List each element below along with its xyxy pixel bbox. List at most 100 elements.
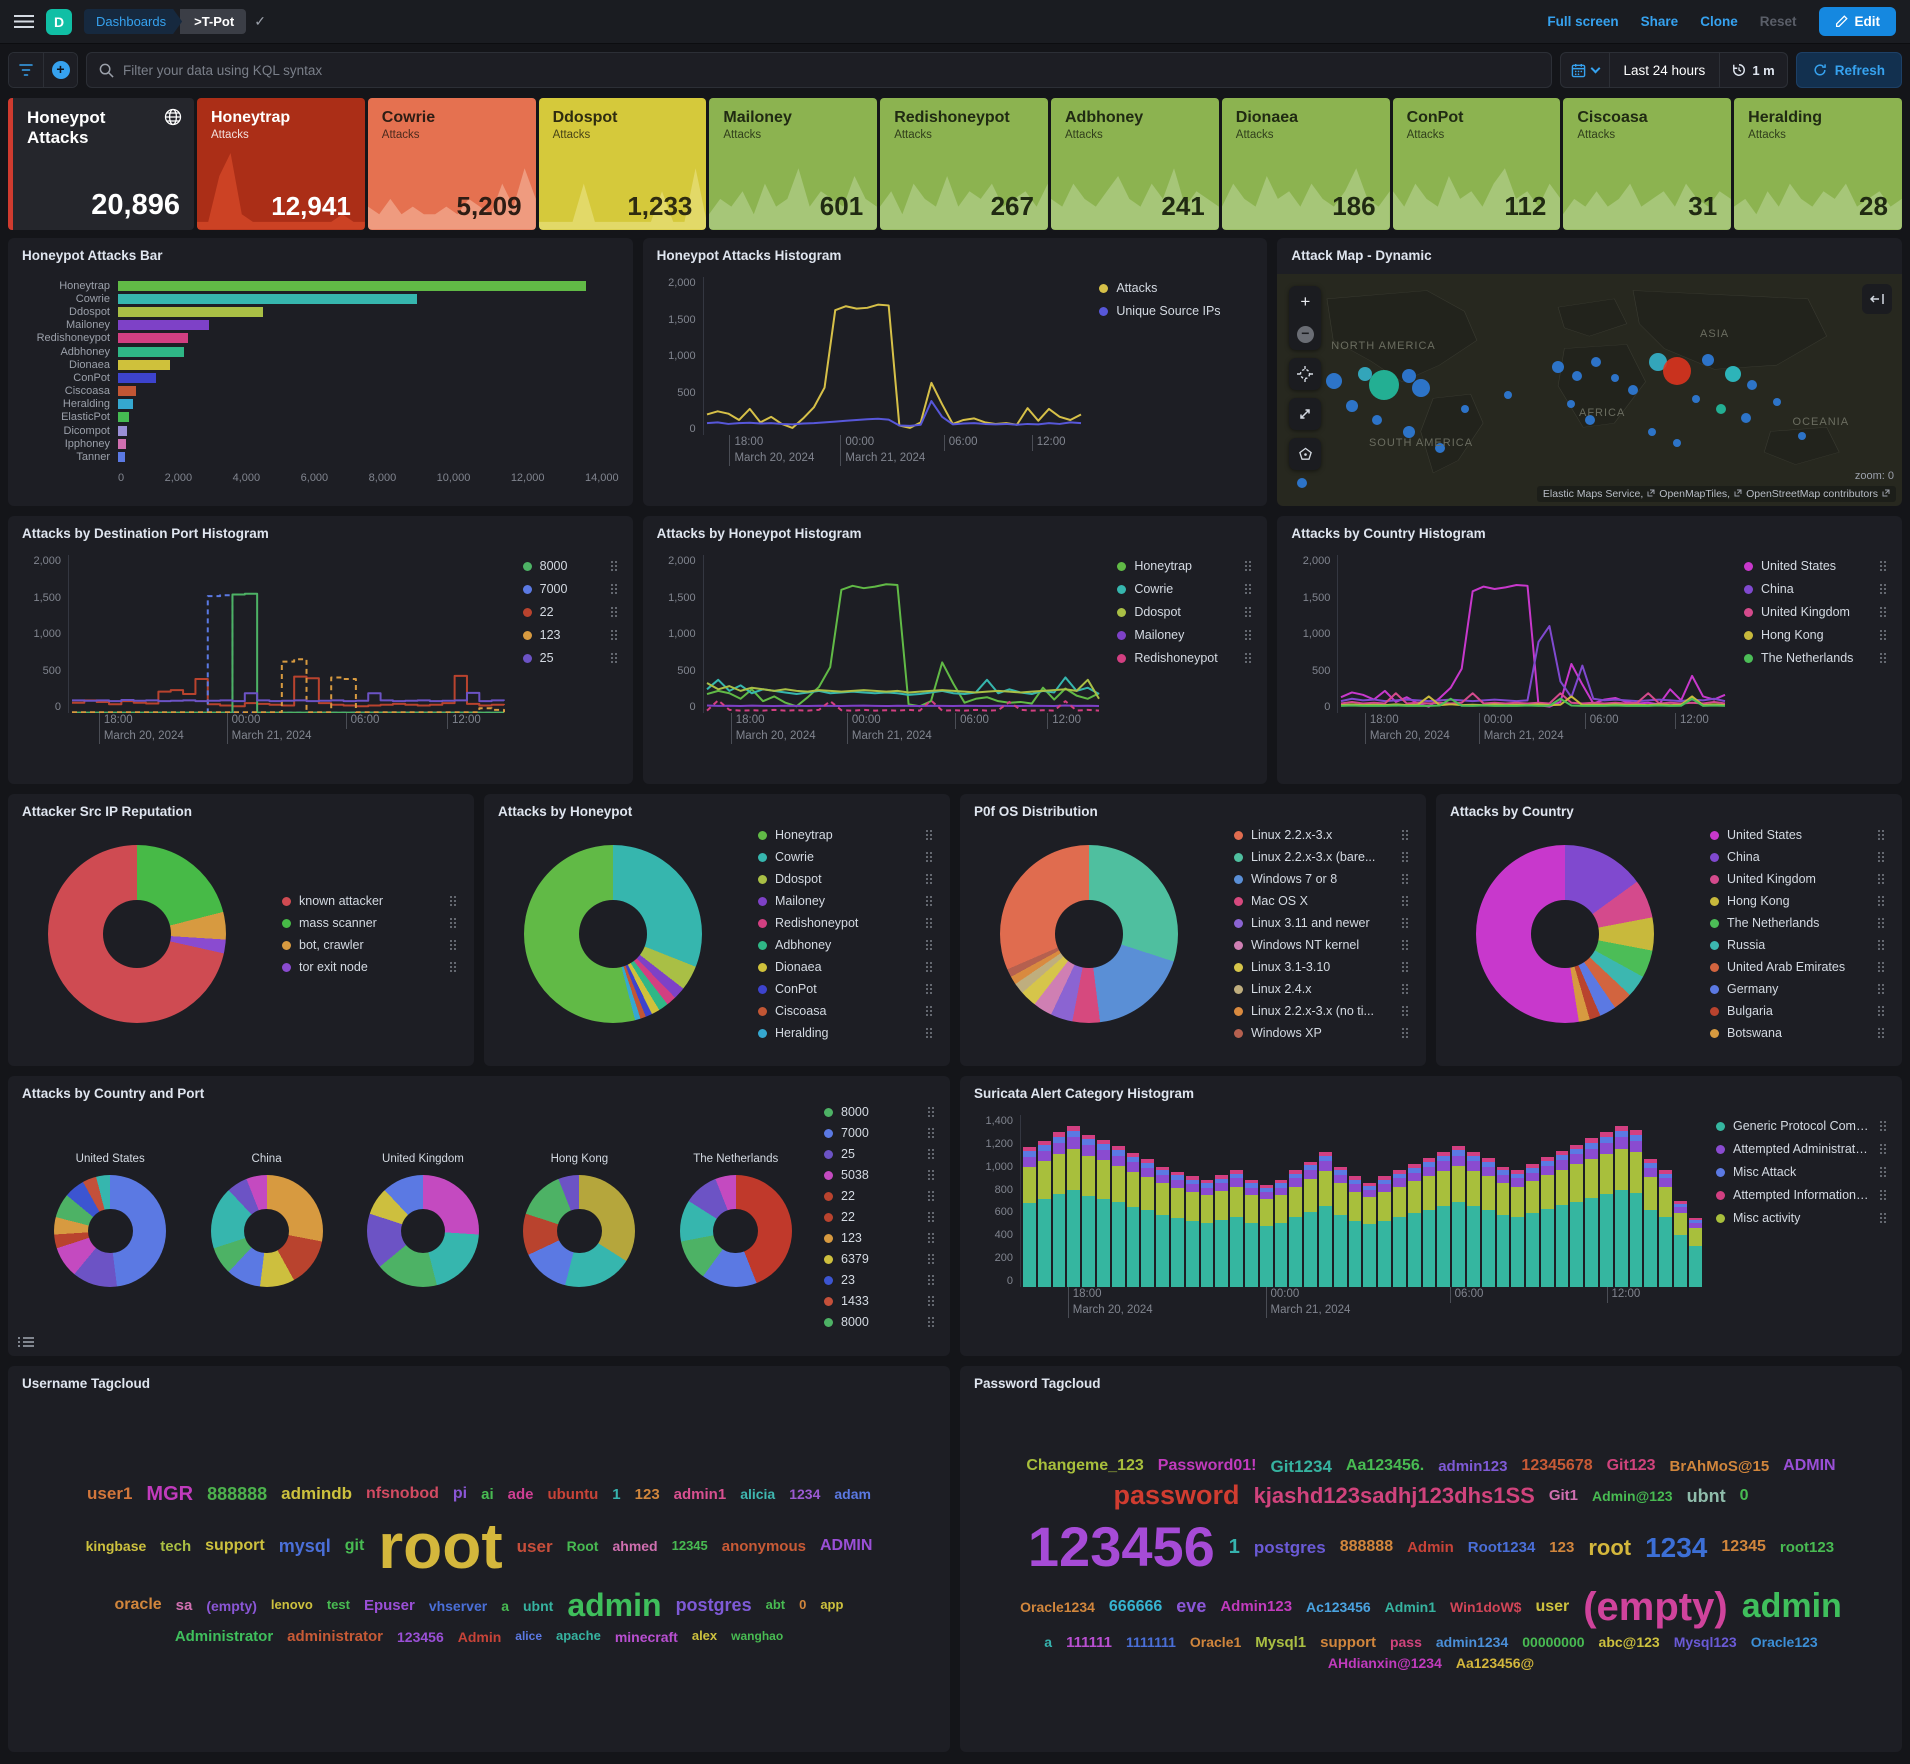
tag-word[interactable]: 666666 xyxy=(1108,1597,1163,1615)
tag-word[interactable]: AHdianxin@1234 xyxy=(1327,1655,1442,1672)
legend-item-23[interactable]: 23 xyxy=(824,1273,936,1287)
tile-ciscoasa[interactable]: Ciscoasa Attacks 31 xyxy=(1563,98,1732,230)
tag-word[interactable]: 12345 xyxy=(1721,1538,1766,1556)
tag-word[interactable]: Root xyxy=(566,1538,599,1555)
legend-item-windows-xp[interactable]: Windows XP xyxy=(1234,1026,1410,1040)
stacked-bar[interactable] xyxy=(1333,1115,1347,1287)
legend-options-icon[interactable] xyxy=(1401,895,1410,908)
legend-options-icon[interactable] xyxy=(927,1232,936,1245)
tile-ddospot[interactable]: Ddospot Attacks 1,233 xyxy=(538,98,707,230)
stacked-bar[interactable] xyxy=(1348,1115,1362,1287)
legend-options-icon[interactable] xyxy=(1401,939,1410,952)
tag-word[interactable]: Admin@123 xyxy=(1592,1487,1673,1504)
legend-options-icon[interactable] xyxy=(925,917,934,930)
stacked-bar[interactable] xyxy=(1407,1115,1421,1287)
stacked-bar[interactable] xyxy=(1244,1115,1258,1287)
legend-options-icon[interactable] xyxy=(925,873,934,886)
legend-options-icon[interactable] xyxy=(610,606,619,619)
tag-word[interactable]: ubnt xyxy=(523,1597,554,1614)
kql-search[interactable] xyxy=(86,52,1552,88)
legend-item-cowrie[interactable]: Cowrie xyxy=(1117,582,1253,596)
tag-word[interactable]: abc@123 xyxy=(1598,1634,1660,1651)
tag-word[interactable]: test xyxy=(326,1597,350,1613)
map-attribution-link[interactable]: OpenMapTiles, xyxy=(1659,488,1731,500)
legend-options-icon[interactable] xyxy=(925,939,934,952)
stacked-bar[interactable] xyxy=(1585,1115,1599,1287)
legend-options-icon[interactable] xyxy=(1879,583,1888,596)
legend-options-icon[interactable] xyxy=(925,895,934,908)
full-screen-link[interactable]: Full screen xyxy=(1547,14,1619,29)
map-attack-circle[interactable] xyxy=(1691,395,1700,404)
add-filter-button[interactable]: + xyxy=(43,53,77,87)
tag-word[interactable]: 123456 xyxy=(397,1628,444,1645)
legend-item-russia[interactable]: Russia xyxy=(1710,938,1886,952)
stacked-bar[interactable] xyxy=(1037,1115,1051,1287)
map-attack-circle[interactable] xyxy=(1798,432,1807,441)
map-attack-circle[interactable] xyxy=(1715,403,1726,414)
tag-word[interactable]: Admin xyxy=(1407,1538,1454,1556)
tag-word[interactable]: Win1doW$ xyxy=(1450,1598,1522,1615)
legend-item-conpot[interactable]: ConPot xyxy=(758,982,934,996)
donut-chart[interactable] xyxy=(524,845,702,1023)
tag-word[interactable]: app xyxy=(820,1597,844,1613)
legend-item-misc-activity[interactable]: Misc activity xyxy=(1716,1211,1888,1225)
map-attribution-link[interactable]: Elastic Maps Service, xyxy=(1542,488,1644,500)
stacked-bar[interactable] xyxy=(1363,1115,1377,1287)
breadcrumb-tpot[interactable]: >T-Pot xyxy=(180,9,247,34)
tag-word[interactable]: Mysql123 xyxy=(1673,1634,1737,1651)
legend-options-icon[interactable] xyxy=(1401,1027,1410,1040)
stacked-bar[interactable] xyxy=(1466,1115,1480,1287)
legend-item-the-netherlands[interactable]: The Netherlands xyxy=(1710,916,1886,930)
tag-word[interactable]: a xyxy=(1044,1634,1053,1651)
bar-row-ciscoasa[interactable]: Ciscoasa xyxy=(22,385,619,398)
map-attribution-link[interactable]: OpenStreetMap contributors xyxy=(1746,488,1878,500)
map-attack-circle[interactable] xyxy=(1552,360,1565,373)
legend-options-icon[interactable] xyxy=(1877,829,1886,842)
tag-word[interactable]: Ac123456 xyxy=(1306,1598,1371,1615)
tag-word[interactable]: (empty) xyxy=(206,1597,257,1614)
stacked-bar[interactable] xyxy=(1082,1115,1095,1287)
legend-options-icon[interactable] xyxy=(1244,560,1253,573)
stacked-bar[interactable] xyxy=(1570,1115,1584,1287)
stacked-bar[interactable] xyxy=(1644,1115,1658,1287)
legend-options-icon[interactable] xyxy=(927,1316,936,1329)
attack-map[interactable]: NORTH AMERICA SOUTH AMERICA AFRICA ASIA OCEA… xyxy=(1277,274,1902,506)
legend-options-icon[interactable] xyxy=(925,1005,934,1018)
breadcrumb-dashboards[interactable]: Dashboards xyxy=(84,9,182,34)
map-attack-circle[interactable] xyxy=(1297,477,1308,488)
map-legend-collapse-button[interactable] xyxy=(1862,284,1892,314)
map-attack-circle[interactable] xyxy=(1325,372,1342,389)
tag-word[interactable]: kjashd123sadhj123dhs1SS xyxy=(1253,1483,1535,1509)
menu-icon[interactable] xyxy=(14,14,34,29)
tag-word[interactable]: postgres xyxy=(675,1595,752,1616)
map-attack-circle[interactable] xyxy=(1702,353,1715,366)
legend-options-icon[interactable] xyxy=(1401,851,1410,864)
tile-conpot[interactable]: ConPot Attacks 112 xyxy=(1392,98,1561,230)
legend-item-united-kingdom[interactable]: United Kingdom xyxy=(1744,605,1888,619)
map-attack-circle[interactable] xyxy=(1434,443,1445,453)
legend-options-icon[interactable] xyxy=(925,961,934,974)
legend-options-icon[interactable] xyxy=(1879,1143,1888,1156)
tag-word[interactable]: ai xyxy=(481,1485,494,1503)
map-attack-circle[interactable] xyxy=(1747,380,1758,391)
tag-word[interactable]: lenovo xyxy=(270,1597,313,1613)
legend-options-icon[interactable] xyxy=(927,1127,936,1140)
legend-options-icon[interactable] xyxy=(1401,873,1410,886)
stacked-bar[interactable] xyxy=(1422,1115,1436,1287)
legend-item-123[interactable]: 123 xyxy=(522,628,619,642)
tag-word[interactable]: 00000000 xyxy=(1522,1634,1585,1651)
stacked-bar[interactable] xyxy=(1511,1115,1525,1287)
tag-word[interactable]: Admin123 xyxy=(1220,1598,1293,1616)
legend-options-icon[interactable] xyxy=(927,1274,936,1287)
legend-item-united-states[interactable]: United States xyxy=(1744,559,1888,573)
tag-word[interactable]: root123 xyxy=(1779,1538,1835,1556)
search-input[interactable] xyxy=(123,62,1539,78)
tag-word[interactable]: alicia xyxy=(740,1486,776,1503)
bar-row-honeytrap[interactable]: Honeytrap xyxy=(22,279,619,292)
stacked-bar[interactable] xyxy=(1614,1115,1628,1287)
tag-word[interactable]: minecraft xyxy=(614,1628,678,1645)
map-attack-circle[interactable] xyxy=(1773,397,1782,406)
edit-button[interactable]: Edit xyxy=(1818,7,1896,36)
legend-options-icon[interactable] xyxy=(1877,939,1886,952)
tag-word[interactable]: ADMIN xyxy=(1783,1457,1836,1475)
